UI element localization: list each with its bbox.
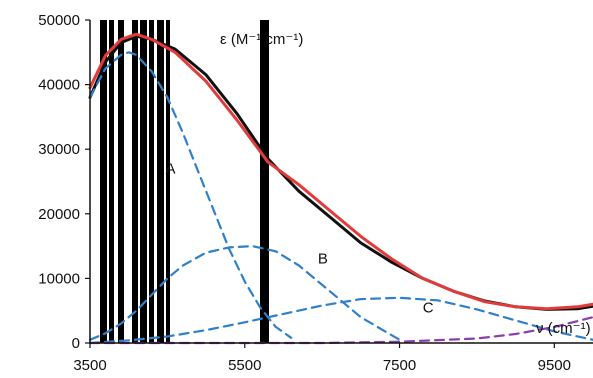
artifact-bar [157,20,164,343]
y-tick-label: 30000 [38,141,80,158]
x-tick-label: 7500 [383,357,416,374]
axes [85,19,593,348]
y-tick-label: 0 [72,335,80,352]
y-tick-label: 20000 [38,206,80,223]
tick-labels: 0 10000 20000 30000 40000 50000 3500 5500 7500 95… [38,12,571,374]
y-tick-label: 40000 [38,77,80,94]
annotation-a: A [165,161,175,178]
x-tick-label: 3500 [73,357,106,374]
artifact-bar [100,20,107,343]
series-fit-sum [88,32,593,311]
x-axis-title: ν (cm⁻¹) [536,320,591,337]
x-tick-label: 9500 [538,357,571,374]
series-a [88,245,401,341]
annotations: A B C [165,161,433,317]
artifact-bar [118,20,124,343]
series-layer [88,32,593,345]
artifact-bar [140,20,147,343]
y-tick-label: 10000 [38,270,80,287]
artifact-bar [132,20,138,343]
annotation-c: C [423,300,434,317]
artifact-bar [149,20,154,343]
noise-artifacts [100,20,269,343]
x-tick-label: 5500 [228,357,261,374]
y-tick-label: 50000 [38,12,80,29]
artifact-bar [109,20,114,343]
annotation-b: B [318,251,328,268]
artifact-bar [166,20,170,343]
artifact-bar [260,20,269,343]
series-b [88,296,593,345]
y-axis-title: ε (M⁻¹ cm⁻¹) [220,31,303,48]
